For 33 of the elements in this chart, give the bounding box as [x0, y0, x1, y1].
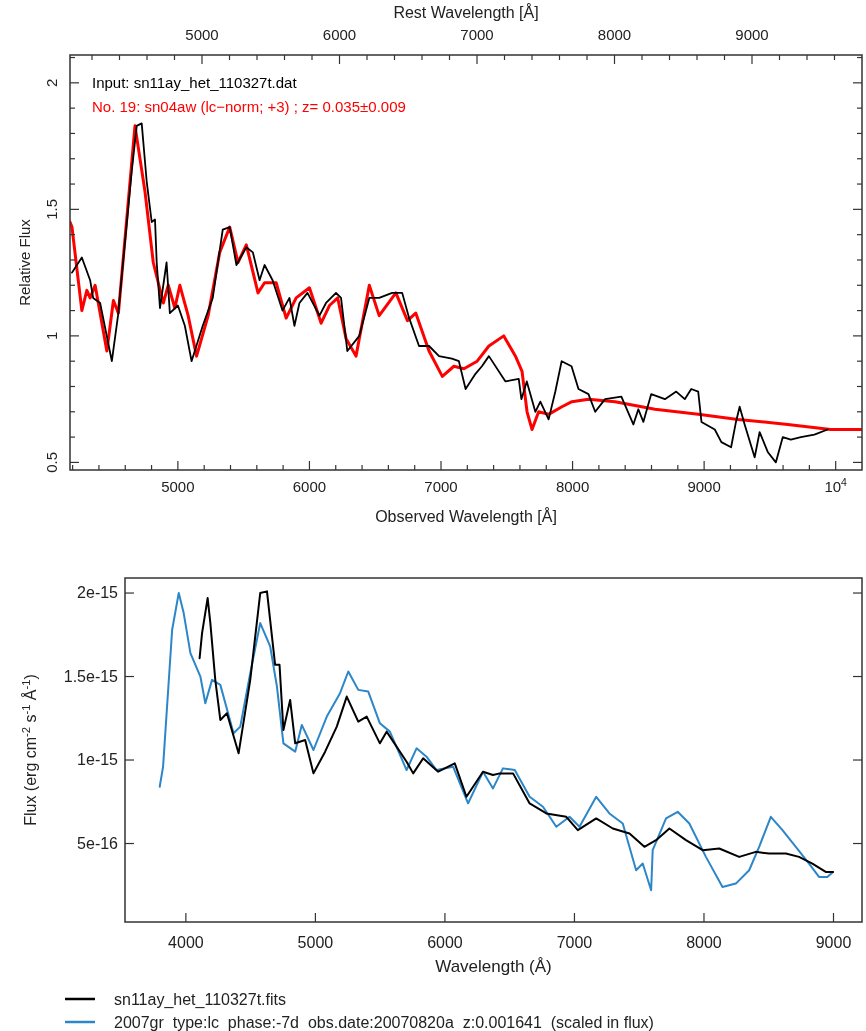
y-tick-label: 5e-16: [77, 834, 119, 852]
x2-tick-label: 6000: [322, 26, 357, 43]
y-tick-label: 1.5e-15: [63, 667, 119, 685]
x-tick-label: 10$^{4}$: [824, 476, 848, 495]
x2-axis-title: Rest Wavelength [Å]: [393, 3, 539, 21]
x-tick-label: 6000: [427, 934, 463, 951]
legend-label: sn11ay_het_110327t.fits: [114, 991, 286, 1009]
text: No. 19: sn04aw (lc−norm; +3) ; z= 0.035±0.009: [92, 98, 406, 115]
y-tick-label: 1e-15: [77, 751, 119, 769]
y-tick-label: 1.5: [43, 198, 60, 220]
x-tick-label: 7000: [424, 478, 458, 495]
x2-tick-label: 8000: [597, 26, 632, 43]
x-tick-label: 9000: [815, 934, 852, 951]
x-tick-label: 8000: [555, 478, 590, 495]
x-tick-label: 7000: [556, 934, 593, 951]
x-axis-title: Wavelength (Å): [435, 957, 552, 976]
x2-tick-label: 9000: [735, 26, 769, 43]
legend-label: 2007gr type:lc phase:-7d obs.date:20070820a z:0.001641 (scaled in flux): [114, 1014, 654, 1031]
y-tick-label: 2: [43, 78, 60, 88]
x2-tick-label: 5000: [185, 26, 219, 43]
y-tick-label: 2e-15: [77, 584, 119, 602]
x-tick-label: 5000: [161, 478, 195, 495]
x-axis-title: Observed Wavelength [Å]: [375, 507, 557, 525]
y-tick-label: 0.5: [43, 451, 60, 473]
x-tick-label: 5000: [297, 934, 334, 951]
x-tick-label: 6000: [292, 478, 327, 495]
x-tick-label: 9000: [687, 478, 721, 495]
x2-tick-label: 7000: [460, 26, 494, 43]
text: Input: sn11ay_het_110327t.dat: [92, 74, 298, 91]
x-tick-label: 4000: [168, 934, 204, 951]
x-tick-label: 8000: [686, 934, 722, 951]
y-tick-label: 1: [43, 331, 60, 341]
y-axis-title: Relative Flux: [16, 218, 33, 306]
